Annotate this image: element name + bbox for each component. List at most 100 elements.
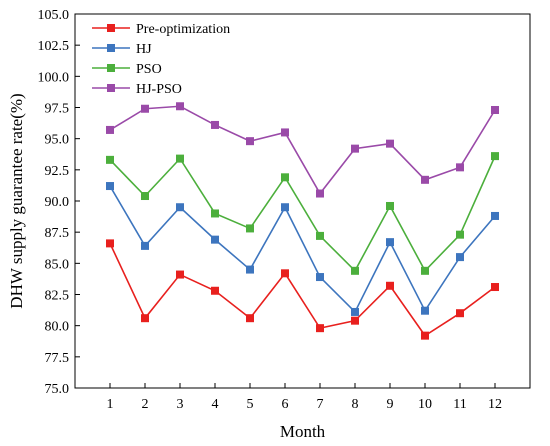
legend-item: HJ (92, 42, 152, 57)
data-point (316, 231, 324, 240)
x-tick-label: 4 (212, 397, 219, 412)
data-point (351, 316, 359, 325)
data-point (351, 144, 359, 153)
data-point (421, 306, 429, 315)
legend-marker (107, 84, 115, 92)
data-point (281, 128, 289, 137)
x-tick-label: 11 (453, 397, 466, 412)
data-point (211, 209, 219, 218)
series-line (109, 243, 496, 337)
data-point (176, 154, 184, 163)
data-point (491, 105, 499, 114)
legend-marker (107, 44, 115, 52)
data-point (386, 201, 394, 210)
x-tick-label: 6 (282, 397, 289, 412)
data-point (141, 104, 149, 113)
data-point (281, 173, 289, 182)
data-point (141, 314, 149, 323)
data-point (456, 309, 464, 318)
data-point (106, 239, 114, 248)
data-point (246, 137, 254, 146)
series-pso (106, 152, 499, 275)
legend-label: HJ (136, 42, 152, 57)
data-point (491, 283, 499, 292)
y-tick-label: 95.0 (45, 133, 70, 148)
x-tick-label: 8 (352, 397, 359, 412)
legend-label: HJ-PSO (136, 82, 182, 97)
y-tick-label: 87.5 (45, 226, 70, 241)
series-pre-optimization (106, 239, 499, 340)
y-tick-label: 92.5 (45, 164, 70, 179)
x-tick-label: 3 (177, 397, 184, 412)
x-tick-label: 10 (418, 397, 432, 412)
data-point (351, 307, 359, 316)
data-point (246, 265, 254, 274)
data-point (491, 152, 499, 161)
y-tick-label: 77.5 (45, 351, 70, 366)
data-point (106, 125, 114, 134)
data-point (386, 139, 394, 148)
data-point (456, 163, 464, 172)
x-axis-ticks: 1 2 3 4 5 6 7 8 9 10 11 12 (107, 383, 502, 412)
series-line (109, 105, 496, 195)
series-layer (106, 102, 499, 340)
data-point (386, 281, 394, 290)
legend-item: PSO (92, 62, 162, 77)
data-point (176, 270, 184, 279)
x-tick-label: 7 (317, 397, 324, 412)
legend: Pre-optimization HJ PSO HJ-PSO (92, 22, 230, 97)
data-point (316, 273, 324, 282)
y-tick-label: 100.0 (38, 70, 70, 85)
data-point (456, 230, 464, 239)
data-point (211, 286, 219, 295)
data-point (176, 102, 184, 111)
x-tick-label: 9 (387, 397, 394, 412)
legend-item: Pre-optimization (92, 22, 230, 37)
y-tick-label: 80.0 (45, 320, 70, 335)
data-point (316, 324, 324, 333)
x-tick-label: 5 (247, 397, 254, 412)
series-hj-pso (106, 102, 499, 198)
data-point (351, 266, 359, 275)
x-tick-label: 2 (142, 397, 149, 412)
data-point (316, 189, 324, 198)
data-point (211, 235, 219, 244)
y-tick-label: 102.5 (38, 39, 70, 54)
x-axis-title: Month (280, 422, 326, 441)
data-point (176, 203, 184, 212)
data-point (491, 211, 499, 220)
y-tick-label: 97.5 (45, 102, 70, 117)
data-point (246, 224, 254, 233)
legend-item: HJ-PSO (92, 82, 182, 97)
legend-marker (107, 64, 115, 72)
series-hj (106, 182, 499, 316)
y-tick-label: 82.5 (45, 289, 70, 304)
data-point (281, 269, 289, 278)
y-tick-label: 85.0 (45, 257, 70, 272)
data-point (141, 192, 149, 201)
data-point (246, 314, 254, 323)
series-line (109, 155, 496, 273)
y-tick-label: 75.0 (45, 382, 70, 397)
y-axis-ticks: 75.0 77.5 80.0 82.5 85.0 87.5 90.0 92.5 95.0 97.5… (38, 8, 80, 397)
x-tick-label: 12 (488, 397, 502, 412)
x-tick-label: 1 (107, 397, 114, 412)
data-point (421, 331, 429, 340)
data-point (281, 203, 289, 212)
data-point (141, 241, 149, 250)
data-point (456, 253, 464, 262)
data-point (211, 120, 219, 129)
y-tick-label: 90.0 (45, 195, 70, 210)
legend-label: Pre-optimization (136, 22, 230, 37)
data-point (421, 175, 429, 184)
y-tick-label: 105.0 (38, 8, 70, 23)
data-point (386, 238, 394, 247)
legend-marker (107, 24, 115, 32)
data-point (106, 155, 114, 164)
y-axis-title: DHW supply guarantee rate(%) (7, 93, 26, 308)
series-line (109, 185, 496, 314)
data-point (421, 266, 429, 275)
legend-label: PSO (136, 62, 162, 77)
data-point (106, 182, 114, 191)
